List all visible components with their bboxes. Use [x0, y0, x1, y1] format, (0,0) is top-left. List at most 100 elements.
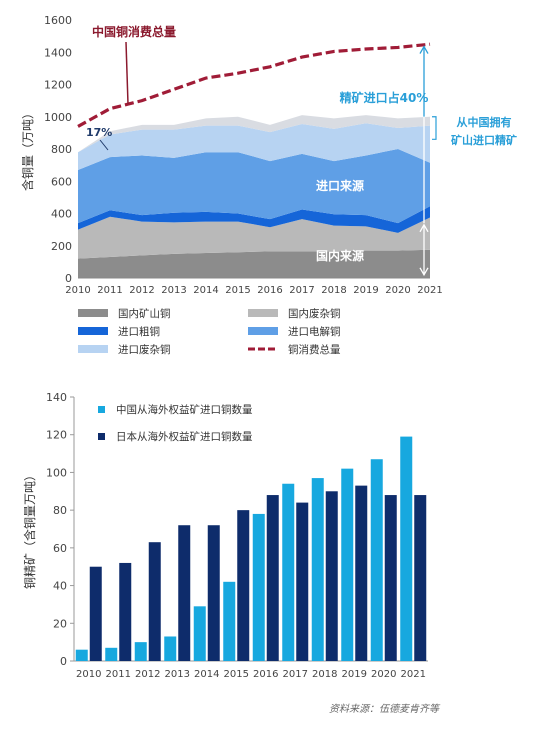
legend-label-3: 进口电解铜: [288, 325, 341, 338]
x-tick-label-10: 2020: [385, 285, 410, 296]
x-tick-label-11: 2021: [417, 285, 442, 296]
pct-2010-label: 17%: [86, 126, 112, 139]
x-tick-label-2-2: 2012: [135, 669, 160, 680]
area-series-1: [78, 216, 430, 259]
y-tick-label-6: 1200: [44, 79, 72, 92]
area-series-2: [78, 206, 430, 233]
y-tick-label-2-2: 40: [53, 580, 67, 593]
total-consumption-label: 中国铜消费总量: [92, 24, 176, 39]
area-series-4: [78, 123, 430, 170]
x-tick-label-5: 2015: [225, 285, 250, 296]
bar-china-2011: [105, 647, 118, 661]
bar-japan-2021: [414, 495, 427, 661]
x-tick-label-2-6: 2016: [253, 669, 278, 680]
y-tick-label-8: 1600: [44, 14, 72, 27]
source-note: 资料来源：伍德麦肯齐等: [329, 703, 441, 715]
domestic-source-label: 国内来源: [316, 248, 364, 263]
bar-japan-2015: [237, 510, 250, 661]
y-tick-label-2-5: 100: [46, 466, 67, 479]
x-tick-label-2-1: 2011: [106, 669, 131, 680]
y-tick-label-1: 200: [51, 240, 72, 253]
legend-label-2: 进口粗铜: [118, 326, 160, 338]
overseas-note-line-1: 从中国拥有: [457, 115, 512, 129]
bar-japan-2012: [148, 542, 161, 661]
legend-label-2-1: 日本从海外权益矿进口铜数量: [116, 430, 253, 443]
x-tick-label-2: 2012: [129, 285, 154, 296]
bar-japan-2019: [355, 485, 368, 661]
x-tick-label-4: 2014: [193, 285, 218, 296]
legend-label-4: 进口废杂铜: [118, 343, 171, 356]
legend-swatch-2: [78, 327, 108, 335]
overseas-import-chart: 0 20 40 60 80 100 120 140 铜精矿（含铜量万吨） 2010 2011 2012…: [22, 391, 428, 680]
domestic-arrow-head-top: [419, 223, 429, 233]
x-tick-label-9: 2019: [353, 285, 378, 296]
legend-swatch-0: [78, 309, 108, 317]
overseas-note-line-2: 矿山进口精矿: [451, 133, 517, 147]
consumption-chart: 0 200 400 600 800 1000 1200 1400 1600 2010 2011 201…: [20, 14, 517, 356]
y-tick-label-4: 800: [51, 143, 72, 156]
pct-2010-leader: [99, 139, 109, 151]
bar-china-2017: [282, 483, 295, 661]
x-tick-label-2-11: 2021: [401, 669, 426, 680]
bar-china-2012: [134, 642, 147, 661]
import-source-label: 进口来源: [316, 178, 364, 193]
y-tick-label-2-1: 20: [53, 617, 67, 630]
x-tick-label-2-3: 2013: [165, 669, 190, 680]
bar-japan-2010: [89, 566, 102, 661]
bar-china-2010: [75, 649, 88, 661]
bar-china-2021: [400, 436, 413, 661]
x-tick-label-2-10: 2020: [371, 669, 396, 680]
bar-china-2018: [311, 478, 324, 661]
y-tick-label-2-0: 0: [60, 655, 67, 668]
legend-swatch-3: [248, 327, 278, 335]
x-tick-label-2-5: 2015: [224, 669, 249, 680]
y-tick-label-2-6: 120: [46, 429, 67, 442]
bar-china-2016: [252, 513, 265, 661]
share-arrow-head: [419, 45, 429, 54]
x-tick-label-2-4: 2014: [194, 669, 219, 680]
bar-china-2020: [370, 459, 383, 661]
bar-japan-2013: [178, 525, 191, 661]
legend-swatch-2-1: [98, 433, 105, 440]
bar-china-2014: [193, 606, 206, 661]
area-series-0: [78, 249, 430, 278]
concentrate-share-label: 精矿进口占40%: [340, 90, 429, 105]
y-tick-label-2-3: 60: [53, 542, 67, 555]
total-consumption-line: [77, 42, 431, 128]
bar-japan-2018: [325, 491, 338, 661]
x-tick-label-2-9: 2019: [342, 669, 367, 680]
x-tick-label-1: 2011: [97, 285, 122, 296]
y-axis-title-2: 铜精矿（含铜量万吨）: [22, 469, 37, 589]
x-tick-label-2-0: 2010: [76, 669, 101, 680]
bar-japan-2020: [384, 495, 397, 661]
domestic-arrow-head: [419, 267, 429, 277]
y-tick-label-2: 400: [51, 208, 72, 221]
overseas-bracket: [432, 116, 437, 140]
x-tick-label-7: 2017: [289, 285, 314, 296]
y-tick-label-3: 600: [51, 175, 72, 188]
area-series-5: [78, 115, 430, 153]
legend-swatch-2-0: [98, 406, 105, 413]
y-tick-label-5: 1000: [44, 111, 72, 124]
x-tick-label-6: 2016: [257, 285, 282, 296]
total-label-leader: [125, 41, 129, 105]
y-tick-label-7: 1400: [44, 46, 72, 59]
x-tick-label-0: 2010: [65, 285, 90, 296]
bar-japan-2014: [207, 525, 220, 661]
bar-japan-2017: [296, 502, 309, 661]
bar-china-2019: [341, 468, 354, 661]
legend-label-1: 国内废杂铜: [288, 307, 341, 320]
legend-swatch-4: [78, 345, 108, 353]
x-tick-label-8: 2018: [321, 285, 346, 296]
legend-label-0: 国内矿山铜: [118, 307, 171, 320]
bar-china-2015: [223, 581, 236, 661]
legend-label-5: 铜消费总量: [288, 343, 341, 356]
legend-label-2-0: 中国从海外权益矿进口铜数量: [116, 403, 253, 416]
y-tick-label-2-4: 80: [53, 504, 67, 517]
legend-swatch-1: [248, 309, 278, 317]
area-series-3: [78, 149, 430, 224]
y-axis-title: 含铜量（万吨）: [20, 107, 35, 191]
x-tick-label-2-8: 2018: [312, 669, 337, 680]
